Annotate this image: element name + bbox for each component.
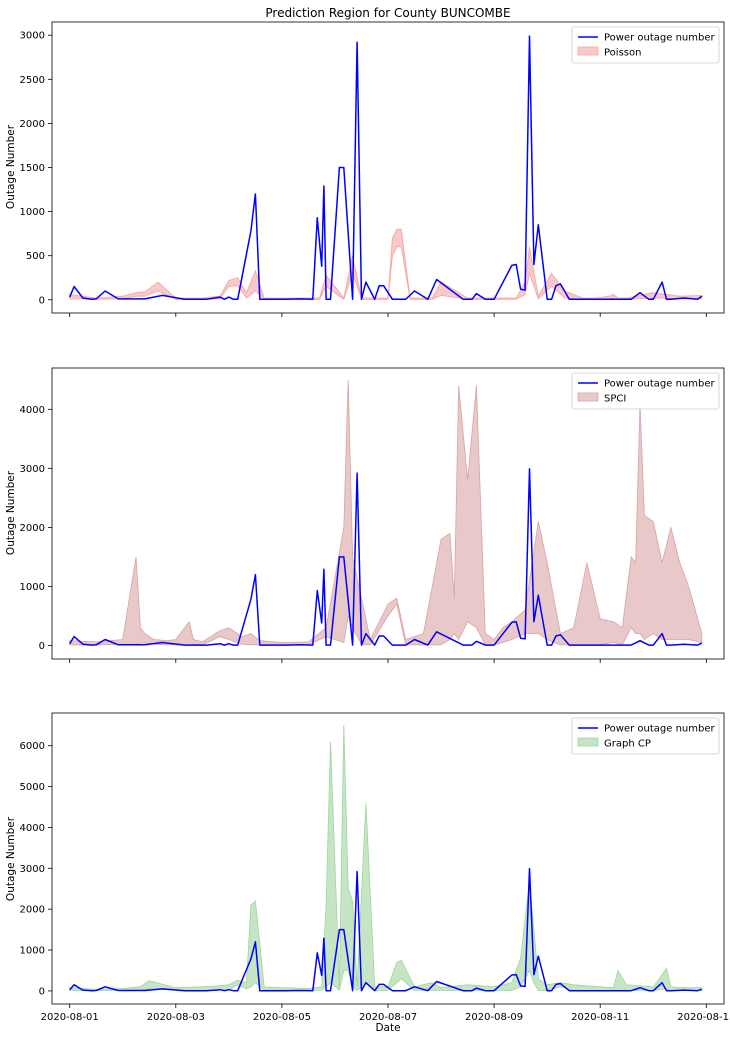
plot-marks	[69, 725, 703, 992]
y-tick-label: 1500	[20, 163, 45, 174]
power-outage-line	[69, 468, 703, 646]
panel-graph-cp: 0 1000 2000 3000 4000 5000 6000 2020-08-01 2020-…	[20, 712, 730, 1023]
y-tick-label: 5000	[20, 782, 45, 793]
y-tick-label: 0	[39, 986, 45, 997]
x-tick-label: 2020-08-07	[359, 1012, 417, 1023]
y-tick-label: 0	[39, 641, 45, 652]
legend-label: Graph CP	[604, 739, 651, 750]
x-tick-label: 2020-08-03	[147, 1012, 205, 1023]
x-tick-label: 2020-08-13	[677, 1012, 730, 1023]
legend-band-swatch	[577, 46, 599, 56]
x-axis-label: Date	[375, 1022, 400, 1034]
y-tick-label: 4000	[20, 405, 45, 416]
x-tick-label: 2020-08-09	[465, 1012, 523, 1023]
panel-poisson: 0 500 1000 1500 2000 2500 3000 Power outage num…	[20, 21, 725, 317]
legend-band-swatch	[577, 392, 599, 402]
y-tick-label: 3000	[20, 464, 45, 475]
prediction-band-spci	[69, 379, 703, 646]
legend-label: Power outage number	[604, 379, 716, 390]
panel-spci: 0 1000 2000 3000 4000 Power outage number SPCI	[20, 367, 725, 663]
y-tick-label: 500	[26, 251, 45, 262]
x-tick-label: 2020-08-05	[253, 1012, 311, 1023]
y-tick-label: 6000	[20, 741, 45, 752]
y-tick-label: 1000	[20, 582, 45, 593]
y-axis-label-spci: Outage Number	[5, 470, 17, 555]
legend-band-swatch	[577, 737, 599, 747]
y-tick-label: 0	[39, 295, 45, 306]
plot-area	[52, 22, 724, 313]
y-tick-label: 3000	[20, 31, 45, 42]
axes-frame	[51, 367, 725, 660]
power-outage-line	[69, 867, 703, 992]
y-tick-label: 4000	[20, 823, 45, 834]
y-axis-label-poisson: Outage Number	[5, 124, 17, 209]
y-axis-label-graph-cp: Outage Number	[5, 816, 17, 901]
x-tick-label: 2020-08-11	[571, 1012, 629, 1023]
y-tick-label: 1000	[20, 946, 45, 957]
power-outage-line	[69, 35, 703, 301]
plot-marks	[69, 379, 703, 646]
legend-label: Power outage number	[604, 724, 716, 735]
axes-frame	[51, 21, 725, 314]
legend-box	[571, 717, 720, 755]
y-tick-label: 2000	[20, 905, 45, 916]
legend-label: SPCI	[604, 394, 626, 405]
y-tick-label: 2500	[20, 75, 45, 86]
prediction-band-graph-cp	[69, 725, 703, 992]
legend: Power outage number SPCI	[571, 372, 720, 410]
y-tick-label: 2000	[20, 119, 45, 130]
legend-label: Poisson	[604, 48, 641, 59]
plot-marks	[69, 35, 703, 301]
y-tick-label: 1000	[20, 207, 45, 218]
plot-area	[52, 713, 724, 1004]
legend: Power outage number Poisson	[571, 26, 720, 64]
x-tick-label: 2020-08-01	[41, 1012, 99, 1023]
chart-title: Prediction Region for County BUNCOMBE	[265, 6, 510, 20]
y-tick-label: 3000	[20, 864, 45, 875]
legend-label: Power outage number	[604, 33, 716, 44]
legend: Power outage number Graph CP	[571, 717, 720, 755]
axes-frame	[51, 712, 725, 1005]
legend-box	[571, 26, 720, 64]
legend-box	[571, 372, 720, 410]
y-tick-label: 2000	[20, 523, 45, 534]
